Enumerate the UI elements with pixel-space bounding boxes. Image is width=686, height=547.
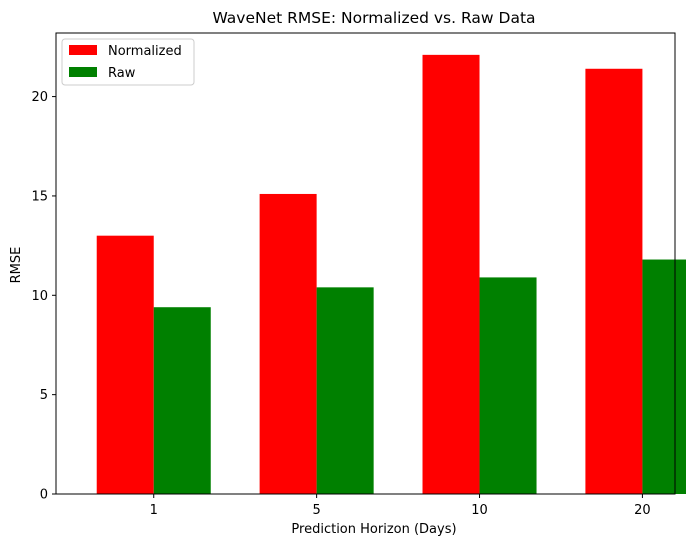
bar-normalized-5 xyxy=(259,193,317,495)
legend: Normalized Raw xyxy=(61,38,195,86)
legend-label-raw: Raw xyxy=(108,66,136,81)
bars-group xyxy=(96,54,686,495)
y-tick-label: 5 xyxy=(40,388,48,403)
legend-label-normalized: Normalized xyxy=(108,44,182,59)
bar-raw-10 xyxy=(479,277,537,494)
bar-normalized-20 xyxy=(585,68,643,494)
x-tick-label: 20 xyxy=(634,503,651,518)
y-tick-label: 20 xyxy=(31,90,48,105)
y-tick-label: 10 xyxy=(31,289,48,304)
legend-swatch-raw xyxy=(69,67,97,77)
bar-raw-1 xyxy=(153,307,211,494)
legend-swatch-normalized xyxy=(69,45,97,55)
y-axis-label: RMSE xyxy=(9,247,24,284)
bar-raw-5 xyxy=(316,287,374,494)
bar-normalized-10 xyxy=(422,54,480,494)
plot-frame xyxy=(55,32,676,495)
y-tick-label: 15 xyxy=(31,189,48,204)
x-tick-label: 5 xyxy=(312,503,320,518)
x-axis-label: Prediction Horizon (Days) xyxy=(291,522,456,537)
x-tick-label: 1 xyxy=(150,503,158,518)
x-tick-label: 10 xyxy=(471,503,488,518)
chart-title: WaveNet RMSE: Normalized vs. Raw Data xyxy=(212,9,535,27)
bar-normalized-1 xyxy=(96,235,154,494)
y-tick-label: 0 xyxy=(40,488,48,503)
bar-raw-20 xyxy=(642,259,686,494)
